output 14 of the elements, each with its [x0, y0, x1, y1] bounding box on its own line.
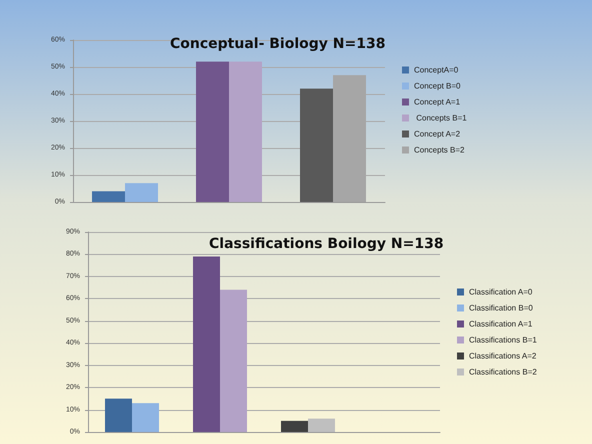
legend-label: Classification A=0 [469, 288, 533, 296]
legend-label: Concept A=1 [414, 98, 461, 106]
legend-label: Classifications B=2 [469, 368, 538, 376]
legend-label: Classifications A=2 [469, 352, 537, 360]
legend-label: ConceptA=0 [414, 66, 459, 74]
legend-label: Classification A=1 [469, 320, 533, 328]
chart-title: Classifications Boilogy N=138 [209, 236, 444, 252]
legend-label: Concept A=2 [414, 130, 461, 138]
legend-label: Concepts B=1 [414, 114, 468, 122]
legend-label: Classification B=0 [469, 304, 534, 312]
legend-label: Classifications B=1 [469, 336, 538, 344]
legend-label: Concepts B=2 [414, 146, 466, 154]
legend-label: Concept B=0 [414, 82, 462, 90]
chart-title: Conceptual- Biology N=138 [170, 36, 386, 52]
